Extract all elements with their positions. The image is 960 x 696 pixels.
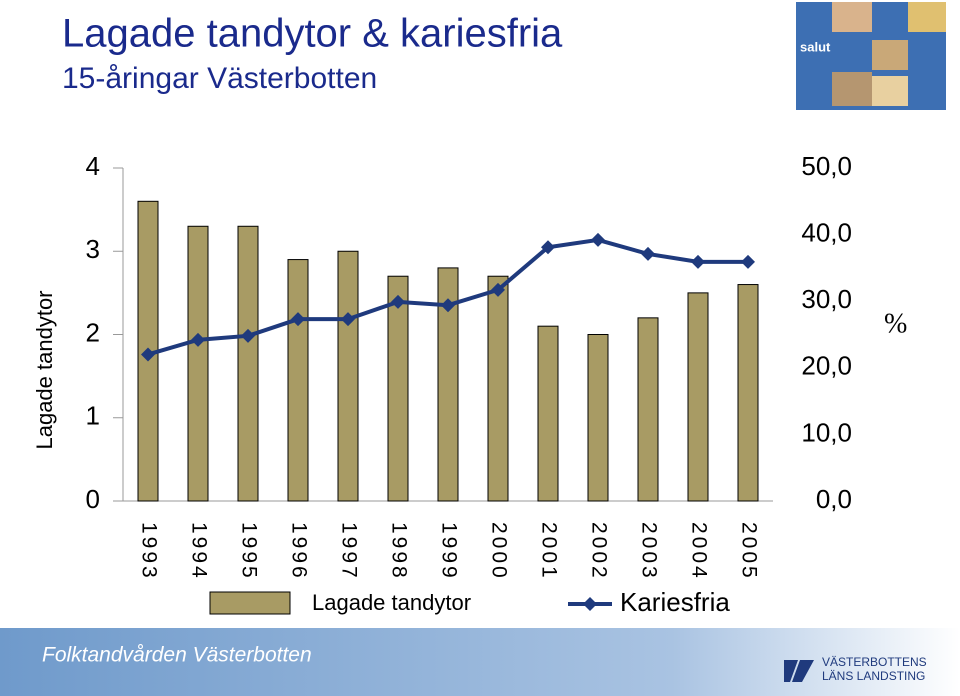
y-tick-label: 3 [86, 234, 100, 264]
x-tick-label: 1996 [287, 522, 310, 581]
x-tick-label: 1999 [437, 522, 460, 581]
marker [241, 328, 255, 343]
x-tick-label: 2005 [737, 522, 760, 581]
legend-label: Kariesfria [620, 587, 730, 617]
y2-axis-label: % [884, 308, 907, 339]
x-tick-label: 1995 [237, 522, 260, 581]
bar [287, 259, 309, 502]
x-tick-label: 1997 [337, 522, 360, 581]
y-axis-label: Lagade tandytor [32, 290, 57, 449]
y2-tick-label: 10,0 [801, 417, 852, 447]
marker [391, 294, 405, 309]
bar [387, 275, 409, 502]
chart-title: Lagade tandytor & kariesfria [62, 12, 563, 56]
y2-tick-label: 20,0 [801, 351, 852, 381]
y2-tick-label: 30,0 [801, 284, 852, 314]
marker [441, 298, 455, 313]
bar [737, 284, 759, 502]
logo-mark [784, 660, 814, 682]
y-tick-label: 0 [86, 484, 100, 514]
y-tick-label: 4 [86, 151, 100, 181]
marker [491, 282, 505, 297]
x-tick-label: 1998 [387, 522, 410, 581]
marker [191, 332, 205, 347]
badge: salut [796, 2, 946, 110]
marker [141, 347, 155, 362]
bar [637, 317, 659, 502]
bar [187, 225, 209, 502]
y2-tick-label: 0,0 [816, 484, 852, 514]
logo-text: VÄSTERBOTTENS [822, 655, 927, 669]
y-tick-label: 1 [86, 401, 100, 431]
bar [537, 325, 559, 502]
chart-subtitle: 15-åringar Västerbotten [62, 62, 377, 95]
marker [641, 246, 655, 261]
bar [487, 275, 509, 502]
x-tick-label: 1993 [137, 522, 160, 581]
bar [687, 292, 709, 502]
x-tick-label: 2003 [637, 522, 660, 581]
marker [591, 232, 605, 247]
bar [587, 334, 609, 502]
y2-tick-label: 50,0 [801, 151, 852, 181]
marker [541, 240, 555, 255]
logo-text: LÄNS LANDSTING [822, 669, 925, 683]
y-tick-label: 2 [86, 317, 100, 347]
x-tick-label: 2004 [687, 522, 710, 581]
bar [237, 225, 259, 502]
legend-marker [583, 597, 597, 611]
y2-tick-label: 40,0 [801, 217, 852, 247]
marker [291, 312, 305, 327]
footer-text: Folktandvården Västerbotten [42, 644, 312, 667]
x-tick-label: 2000 [487, 522, 510, 581]
badge-text: salut [800, 39, 831, 54]
bar [437, 267, 459, 502]
legend-swatch [209, 591, 291, 615]
bar [337, 250, 359, 502]
x-tick-label: 1994 [187, 522, 210, 581]
marker [341, 312, 355, 327]
x-tick-label: 2002 [587, 522, 610, 581]
x-tick-label: 2001 [537, 522, 560, 581]
legend-label: Lagade tandytor [312, 590, 471, 615]
marker [741, 254, 755, 269]
marker [691, 254, 705, 269]
